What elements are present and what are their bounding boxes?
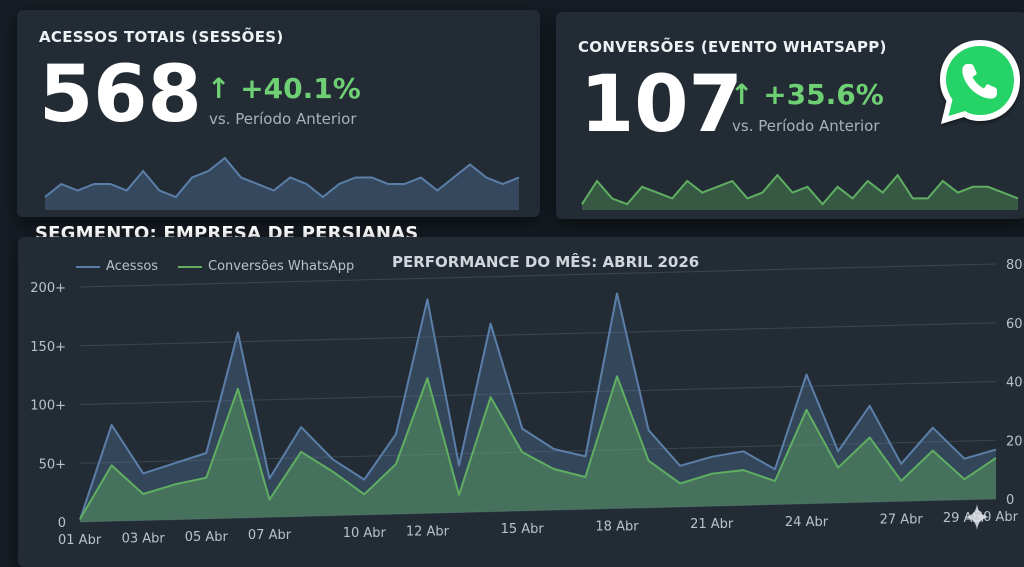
y-tick-left-2: 100+ xyxy=(30,399,66,414)
x-tick-12-abr: 12 Abr xyxy=(406,524,450,539)
y-tick-left-3: 150+ xyxy=(30,340,66,355)
y-tick-right-1: 20+ xyxy=(1006,434,1024,449)
y-tick-left-0: 0 xyxy=(58,516,66,531)
y-tick-right-0: 0 xyxy=(1006,493,1014,508)
x-tick-05-abr: 05 Abr xyxy=(185,530,229,545)
gridline-3 xyxy=(80,323,996,346)
x-tick-21-abr: 21 Abr xyxy=(690,517,734,532)
x-tick-03-abr: 03 Abr xyxy=(122,531,166,546)
x-tick-07-abr: 07 Abr xyxy=(248,528,292,543)
x-tick-10-abr: 10 Abr xyxy=(343,526,387,541)
gridline-2 xyxy=(80,382,996,405)
y-tick-right-3: 60+ xyxy=(1006,317,1024,332)
x-tick-18-abr: 18 Abr xyxy=(595,520,639,535)
y-tick-right-4: 80+ xyxy=(1006,258,1024,273)
x-tick-15-abr: 15 Abr xyxy=(501,522,545,537)
sparkle-icon xyxy=(962,502,992,532)
x-tick-27-abr: 27 Abr xyxy=(880,512,924,527)
y-tick-left-1: 50+ xyxy=(39,457,66,472)
gridline-4 xyxy=(80,264,996,287)
y-tick-left-4: 200+ xyxy=(30,281,66,296)
y-tick-right-2: 40+ xyxy=(1006,376,1024,391)
x-tick-01-abr: 01 Abr xyxy=(58,533,102,548)
x-tick-24-abr: 24 Abr xyxy=(785,515,829,530)
